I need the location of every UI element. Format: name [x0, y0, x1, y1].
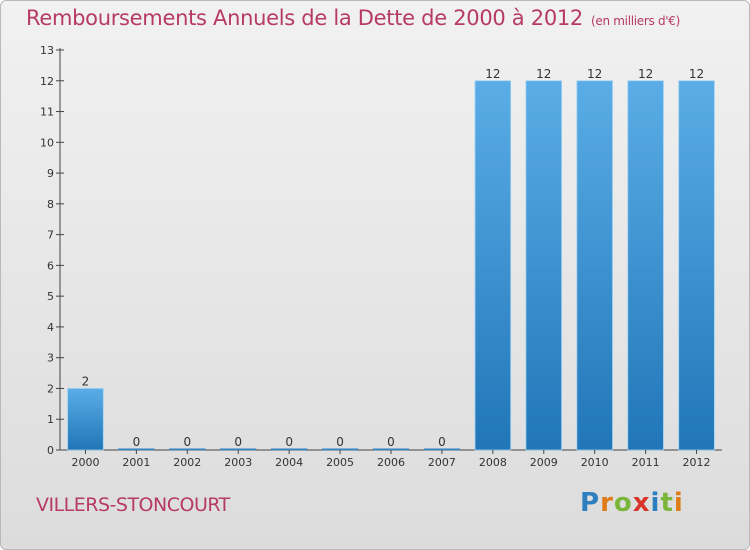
logo-letter: i	[673, 488, 684, 518]
bar-value-label: 2	[82, 374, 90, 388]
y-tick-label: 10	[40, 136, 54, 149]
bar	[372, 448, 410, 451]
y-tick-label: 5	[47, 290, 54, 303]
y-tick-label: 13	[40, 44, 54, 57]
x-tick-label: 2003	[224, 456, 252, 469]
bar-value-label: 12	[638, 67, 653, 81]
bar-value-label: 0	[438, 435, 446, 449]
logo-letter: x	[632, 488, 651, 518]
bar-value-label: 0	[387, 435, 395, 449]
logo-letter: o	[613, 488, 633, 518]
y-tick-label: 3	[47, 352, 54, 365]
bar-value-label: 0	[133, 435, 141, 449]
x-tick-label: 2001	[122, 456, 150, 469]
bar	[423, 448, 461, 451]
bar-value-label: 12	[485, 67, 500, 81]
bar-value-label: 0	[285, 435, 293, 449]
bar	[169, 448, 206, 451]
logo-letter: i	[650, 488, 661, 518]
logo-letter: P	[580, 488, 601, 518]
bar-value-label: 0	[336, 435, 344, 449]
logo-letter: r	[600, 488, 614, 518]
x-tick-label: 2009	[530, 456, 558, 469]
y-tick-label: 12	[40, 75, 54, 88]
y-tick-label: 0	[47, 444, 54, 457]
x-tick-label: 2008	[479, 456, 507, 469]
bar-value-label: 12	[536, 67, 551, 81]
bar	[627, 80, 664, 451]
bar	[118, 448, 155, 451]
x-tick-label: 2004	[275, 456, 303, 469]
x-tick-label: 2011	[632, 456, 660, 469]
x-tick-label: 2000	[71, 456, 99, 469]
y-tick-label: 9	[47, 167, 54, 180]
chart-title: Remboursements Annuels de la Dette de 20…	[26, 6, 680, 30]
x-tick-label: 2006	[377, 456, 405, 469]
chart-unit: (en milliers d'€)	[591, 14, 681, 28]
y-tick-label: 11	[40, 106, 54, 119]
chart-title-text: Remboursements Annuels de la Dette de 20…	[26, 6, 583, 30]
x-tick-label: 2010	[581, 456, 609, 469]
y-tick-label: 4	[47, 321, 54, 334]
y-tick-label: 1	[47, 413, 54, 426]
proxiti-logo: Proxiti	[580, 488, 684, 518]
x-tick-label: 2005	[326, 456, 354, 469]
bar	[220, 448, 257, 451]
y-tick-label: 7	[47, 229, 54, 242]
bar	[576, 80, 613, 451]
bar	[474, 80, 512, 451]
bar	[67, 388, 104, 451]
bar-value-label: 12	[689, 67, 704, 81]
logo-letter: t	[660, 488, 674, 518]
bar-value-label: 12	[587, 67, 602, 81]
y-tick-label: 2	[47, 382, 54, 395]
town-name: VILLERS-STONCOURT	[36, 494, 230, 516]
x-tick-label: 2002	[173, 456, 201, 469]
bar	[271, 448, 308, 451]
bar	[321, 448, 359, 451]
x-tick-label: 2012	[683, 456, 711, 469]
y-tick-label: 6	[47, 259, 54, 272]
y-tick-label: 8	[47, 198, 54, 211]
bar-value-label: 0	[183, 435, 191, 449]
bar-value-label: 0	[234, 435, 242, 449]
x-tick-label: 2007	[428, 456, 456, 469]
bar	[678, 80, 715, 451]
bar	[525, 80, 562, 451]
